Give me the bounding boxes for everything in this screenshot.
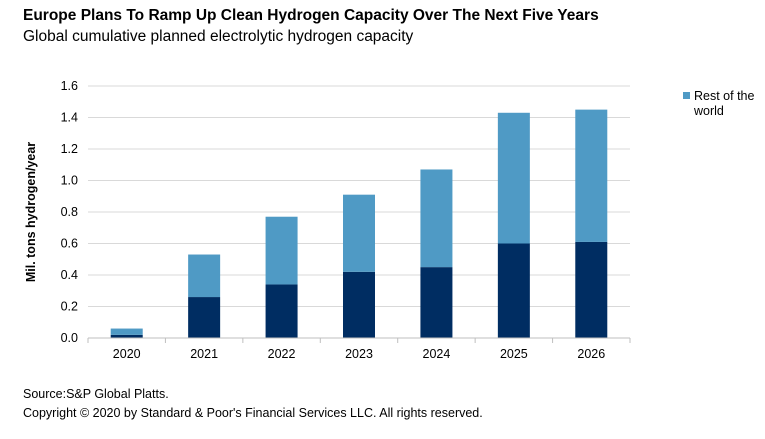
legend-swatch: [683, 92, 690, 99]
x-tick-label: 2024: [423, 347, 451, 361]
axes: 0.0 0.2 0.4 0.6 0.8 1.0 1.2 1.4 1.6 2020 2021 2022 2…: [61, 79, 631, 361]
legend-label: Rest of the world: [693, 89, 754, 118]
source-note: Source:S&P Global Platts.: [23, 387, 169, 401]
x-tick-label: 2025: [500, 347, 528, 361]
chart-subtitle: Global cumulative planned electrolytic h…: [23, 28, 414, 45]
bar-series-1-2021: [188, 297, 221, 338]
gridlines: [88, 85, 630, 307]
copyright-note: Copyright © 2020 by Standard & Poor's Fi…: [23, 406, 483, 420]
bar-series-2-2023: [343, 194, 375, 272]
bar-series-1-2025: [497, 243, 530, 338]
y-tick-label: 1.6: [61, 79, 78, 93]
x-tick-label: 2020: [113, 347, 141, 361]
y-tick-label: 0.4: [61, 268, 78, 282]
y-tick-label: 0.0: [61, 331, 78, 345]
legend: Rest of the world: [683, 89, 754, 118]
y-tick-label: 1.2: [61, 142, 78, 156]
y-tick-label: 0.6: [61, 237, 78, 251]
chart-title: Europe Plans To Ramp Up Clean Hydrogen C…: [23, 7, 599, 24]
bar-series-1-2023: [343, 271, 375, 338]
y-tick-label: 0.2: [61, 300, 78, 314]
bar-series-1-2022: [265, 284, 298, 338]
x-tick-label: 2023: [345, 347, 373, 361]
bar-series-2-2021: [188, 254, 221, 298]
bars: [110, 109, 608, 338]
x-tick-label: 2026: [577, 347, 605, 361]
bar-series-2-2020: [110, 328, 143, 335]
bar-series-2-2026: [575, 109, 608, 242]
bar-series-2-2025: [497, 112, 530, 244]
x-tick-label: 2022: [268, 347, 296, 361]
bar-series-1-2026: [575, 241, 608, 338]
y-tick-label: 0.8: [61, 205, 78, 219]
y-tick-label: 1.4: [61, 111, 78, 125]
y-tick-label: 1.0: [61, 174, 78, 188]
bar-series-1-2024: [420, 267, 453, 338]
bar-series-1-2020: [110, 334, 143, 338]
bar-series-2-2022: [265, 216, 298, 285]
x-tick-label: 2021: [190, 347, 218, 361]
bar-series-2-2024: [420, 169, 453, 268]
y-axis-title: Mil. tons hydrogen/year: [24, 142, 38, 282]
